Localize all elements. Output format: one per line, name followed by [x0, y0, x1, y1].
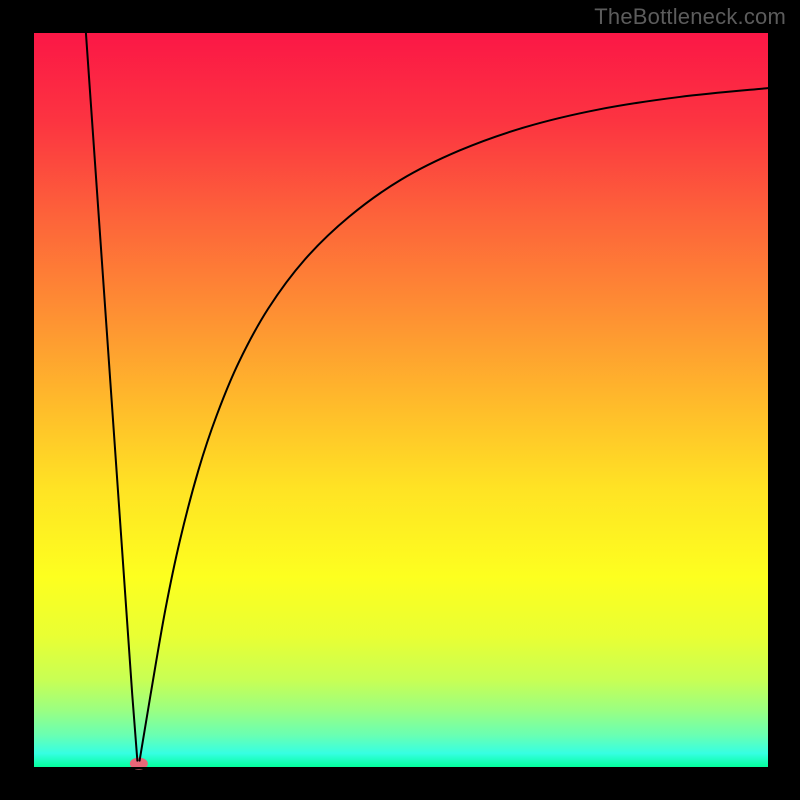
plot-background	[33, 33, 768, 768]
chart-container: { "watermark": { "text": "TheBottleneck.…	[0, 0, 800, 800]
chart-svg	[0, 0, 800, 800]
watermark-text: TheBottleneck.com	[594, 4, 786, 30]
